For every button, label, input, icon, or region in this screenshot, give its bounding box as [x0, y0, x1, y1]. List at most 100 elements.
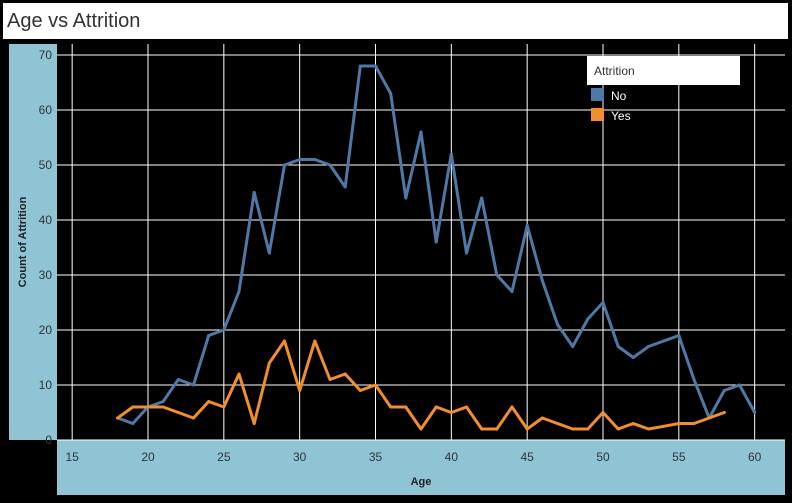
data-point-no[interactable]: [480, 196, 484, 200]
data-point-no[interactable]: [192, 383, 195, 387]
data-point-yes[interactable]: [631, 422, 635, 425]
data-point-yes[interactable]: [662, 424, 666, 428]
data-point-yes[interactable]: [677, 422, 681, 425]
data-point-no[interactable]: [313, 158, 317, 161]
data-point-no[interactable]: [176, 378, 180, 381]
data-point-yes[interactable]: [707, 416, 711, 420]
data-point-no[interactable]: [252, 191, 256, 194]
data-point-no[interactable]: [738, 383, 741, 387]
data-point-no[interactable]: [677, 334, 681, 337]
data-point-no[interactable]: [510, 290, 514, 293]
data-point-no[interactable]: [662, 339, 666, 343]
data-point-yes[interactable]: [146, 405, 150, 409]
data-point-yes[interactable]: [298, 389, 302, 392]
x-axis-band: [57, 440, 785, 495]
data-point-no[interactable]: [722, 389, 726, 392]
data-point-yes[interactable]: [495, 427, 499, 431]
data-point-no[interactable]: [540, 279, 544, 282]
data-point-yes[interactable]: [116, 416, 120, 420]
data-point-no[interactable]: [358, 64, 362, 68]
data-point-yes[interactable]: [328, 378, 332, 381]
data-point-no[interactable]: [374, 64, 377, 68]
data-point-no[interactable]: [419, 130, 423, 134]
y-tick-label: 70: [39, 48, 53, 62]
data-point-no[interactable]: [389, 92, 393, 95]
data-point-no[interactable]: [753, 411, 757, 414]
data-point-yes[interactable]: [449, 411, 453, 414]
data-point-yes[interactable]: [434, 405, 438, 409]
data-point-yes[interactable]: [404, 405, 408, 409]
data-point-yes[interactable]: [343, 372, 347, 376]
data-point-yes[interactable]: [647, 427, 650, 431]
data-point-no[interactable]: [465, 251, 468, 255]
legend-label-no[interactable]: No: [611, 89, 627, 103]
data-point-yes[interactable]: [525, 427, 529, 431]
data-point-no[interactable]: [434, 240, 438, 244]
data-point-yes[interactable]: [237, 372, 241, 376]
data-point-no[interactable]: [525, 224, 529, 227]
data-point-yes[interactable]: [419, 427, 423, 431]
data-point-no[interactable]: [161, 400, 165, 403]
data-point-yes[interactable]: [540, 416, 544, 420]
data-point-yes[interactable]: [601, 411, 605, 414]
grid: [57, 44, 785, 441]
data-point-no[interactable]: [404, 196, 408, 200]
data-point-yes[interactable]: [692, 422, 696, 425]
data-point-no[interactable]: [616, 345, 620, 348]
data-point-yes[interactable]: [374, 383, 377, 387]
data-point-yes[interactable]: [586, 427, 590, 431]
x-tick-label: 15: [65, 450, 79, 464]
y-tick-label: 10: [39, 378, 53, 392]
data-point-no[interactable]: [283, 163, 286, 167]
data-point-no[interactable]: [631, 356, 635, 359]
data-point-yes[interactable]: [313, 339, 317, 343]
data-point-no[interactable]: [571, 345, 575, 348]
y-axis-band: [9, 44, 57, 440]
data-point-no[interactable]: [692, 378, 696, 381]
y-tick-label: 0: [45, 433, 52, 447]
data-point-yes[interactable]: [465, 405, 468, 409]
y-tick-label: 60: [39, 103, 53, 117]
data-point-no[interactable]: [343, 185, 347, 189]
data-point-yes[interactable]: [176, 411, 180, 414]
y-tick-label: 30: [39, 268, 53, 282]
data-point-yes[interactable]: [510, 405, 514, 409]
data-point-yes[interactable]: [267, 361, 271, 365]
x-tick-label: 50: [596, 450, 610, 464]
data-point-yes[interactable]: [161, 405, 165, 409]
data-point-yes[interactable]: [480, 427, 484, 431]
legend-swatch-no[interactable]: [591, 88, 604, 101]
data-point-yes[interactable]: [616, 427, 620, 431]
data-point-no[interactable]: [601, 301, 605, 304]
data-point-yes[interactable]: [722, 411, 726, 414]
data-point-yes[interactable]: [389, 405, 393, 409]
x-tick-label: 30: [293, 450, 307, 464]
data-point-yes[interactable]: [283, 339, 286, 343]
data-point-no[interactable]: [207, 334, 211, 337]
data-point-yes[interactable]: [571, 427, 575, 431]
data-point-yes[interactable]: [358, 389, 362, 392]
data-point-no[interactable]: [267, 251, 271, 255]
data-point-no[interactable]: [237, 290, 241, 293]
data-point-yes[interactable]: [192, 416, 195, 420]
data-point-yes[interactable]: [131, 405, 135, 409]
data-point-no[interactable]: [449, 152, 453, 156]
data-point-no[interactable]: [586, 317, 590, 321]
data-point-no[interactable]: [222, 328, 226, 332]
data-point-yes[interactable]: [207, 400, 211, 403]
data-point-yes[interactable]: [556, 422, 559, 425]
series-line-no[interactable]: [116, 64, 757, 425]
data-point-no[interactable]: [131, 422, 135, 425]
data-point-no[interactable]: [556, 323, 559, 326]
data-point-no[interactable]: [298, 158, 302, 161]
data-point-yes[interactable]: [222, 405, 226, 409]
legend-swatch-yes[interactable]: [591, 108, 604, 121]
tick-labels: 0 10 20 30 40 50 60 70 15 20 25 30 35 40 45 50 55 60: [39, 48, 762, 464]
data-point-no[interactable]: [647, 345, 650, 348]
data-point-no[interactable]: [495, 273, 499, 277]
data-point-yes[interactable]: [252, 422, 256, 425]
data-point-no[interactable]: [328, 163, 332, 167]
legend-label-yes[interactable]: Yes: [611, 109, 631, 123]
legend-header: [587, 56, 740, 85]
